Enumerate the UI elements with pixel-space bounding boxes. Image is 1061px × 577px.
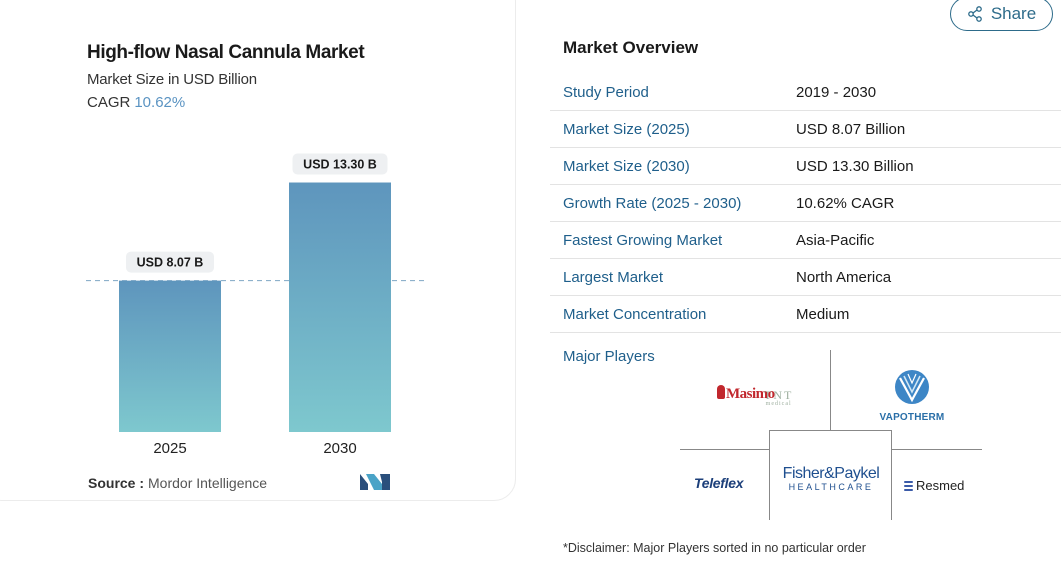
overview-label[interactable]: Growth Rate (2025 - 2030)	[563, 194, 742, 212]
chart-source: Source : Mordor Intelligence	[88, 475, 267, 491]
chart-subtitle: Market Size in USD Billion	[87, 71, 257, 88]
bar-2025[interactable]	[119, 280, 221, 432]
overview-value: Asia-Pacific	[796, 231, 875, 249]
featured-player-box	[769, 430, 892, 520]
data-label: USD 8.07 B	[137, 256, 204, 270]
overview-value: USD 8.07 Billion	[796, 120, 906, 138]
tnt-logo-text: TNT	[764, 388, 794, 402]
overview-label[interactable]: Largest Market	[563, 268, 664, 286]
resmed-logo[interactable]: Resmed	[904, 478, 964, 493]
bar-2030[interactable]	[289, 182, 391, 432]
overview-value: Medium	[796, 305, 850, 323]
overview-value: North America	[796, 268, 892, 286]
overview-row-study-period: Study Period 2019 - 2030	[550, 74, 1061, 111]
share-button[interactable]: Share	[950, 0, 1053, 31]
overview-row-market-size-2030: Market Size (2030) USD 13.30 Billion	[550, 148, 1061, 185]
overview-row-largest-market: Largest Market North America	[550, 259, 1061, 296]
share-label: Share	[990, 4, 1037, 23]
overview-row-growth-rate: Growth Rate (2025 - 2030) 10.62% CAGR	[550, 185, 1061, 222]
fisher-paykel-logo-text: Fisher&Paykel	[782, 465, 880, 482]
x-tick-label: 2030	[323, 440, 356, 457]
overview-row-market-size-2025: Market Size (2025) USD 8.07 Billion	[550, 111, 1061, 148]
vapotherm-logo-text: VAPOTHERM	[879, 412, 945, 423]
overview-row-concentration: Market Concentration Medium	[550, 296, 1061, 333]
overview-label[interactable]: Fastest Growing Market	[563, 231, 723, 249]
chart-card	[0, 0, 516, 501]
data-label-bg	[126, 251, 214, 273]
vapotherm-logo[interactable]: VAPOTHERM	[872, 368, 952, 423]
overview-label[interactable]: Study Period	[563, 83, 649, 101]
overview-label[interactable]: Market Size (2025)	[563, 120, 690, 138]
overview-title: Market Overview	[563, 38, 699, 57]
resmed-mark-icon	[904, 480, 913, 491]
overview-row-fastest-growing: Fastest Growing Market Asia-Pacific	[550, 222, 1061, 259]
source-name: Mordor Intelligence	[148, 475, 268, 491]
masimo-logo[interactable]: Masimo	[717, 385, 775, 403]
vapotherm-mark-icon	[895, 370, 929, 404]
overview-label[interactable]: Market Size (2030)	[563, 157, 690, 175]
major-players-label[interactable]: Major Players	[563, 348, 655, 365]
fisher-paykel-logo-sub: HEALTHCARE	[788, 482, 874, 492]
fisher-paykel-logo[interactable]: Fisher&Paykel HEALTHCARE	[775, 465, 887, 492]
cagr-label: CAGR	[87, 94, 131, 111]
source-label: Source :	[88, 475, 145, 491]
teleflex-logo[interactable]: Teleflex	[694, 475, 744, 491]
data-label: USD 13.30 B	[303, 158, 377, 172]
disclaimer: *Disclaimer: Major Players sorted in no …	[563, 541, 866, 555]
mordor-intelligence-logo	[360, 474, 390, 490]
overview-label[interactable]: Market Concentration	[563, 305, 707, 323]
overview-value: 2019 - 2030	[796, 83, 877, 101]
cagr-value: 10.62%	[134, 94, 186, 111]
bar-chart: USD 8.07 B 2025 USD 13.30 B 2030	[86, 153, 428, 457]
overview-value: USD 13.30 Billion	[796, 157, 914, 175]
resmed-logo-text: Resmed	[916, 478, 965, 493]
share-icon	[967, 6, 982, 22]
x-tick-label: 2025	[153, 440, 186, 457]
masimo-logo-text: Masimo	[726, 386, 775, 402]
overview-value: 10.62% CAGR	[796, 194, 895, 212]
cagr-row: CAGR 10.62%	[87, 94, 185, 111]
grid-divider	[830, 350, 831, 430]
chart-title: High-flow Nasal Cannula Market	[87, 42, 365, 63]
overview-table: Study Period 2019 - 2030 Market Size (20…	[550, 74, 1061, 333]
tnt-logo[interactable]: TNT medical	[764, 388, 793, 407]
data-label-bg	[292, 153, 388, 175]
tnt-logo-sub: medical	[765, 401, 792, 407]
major-players-grid: Masimo TNT medical VAPOTHERM Teleflex Fis…	[680, 350, 982, 520]
